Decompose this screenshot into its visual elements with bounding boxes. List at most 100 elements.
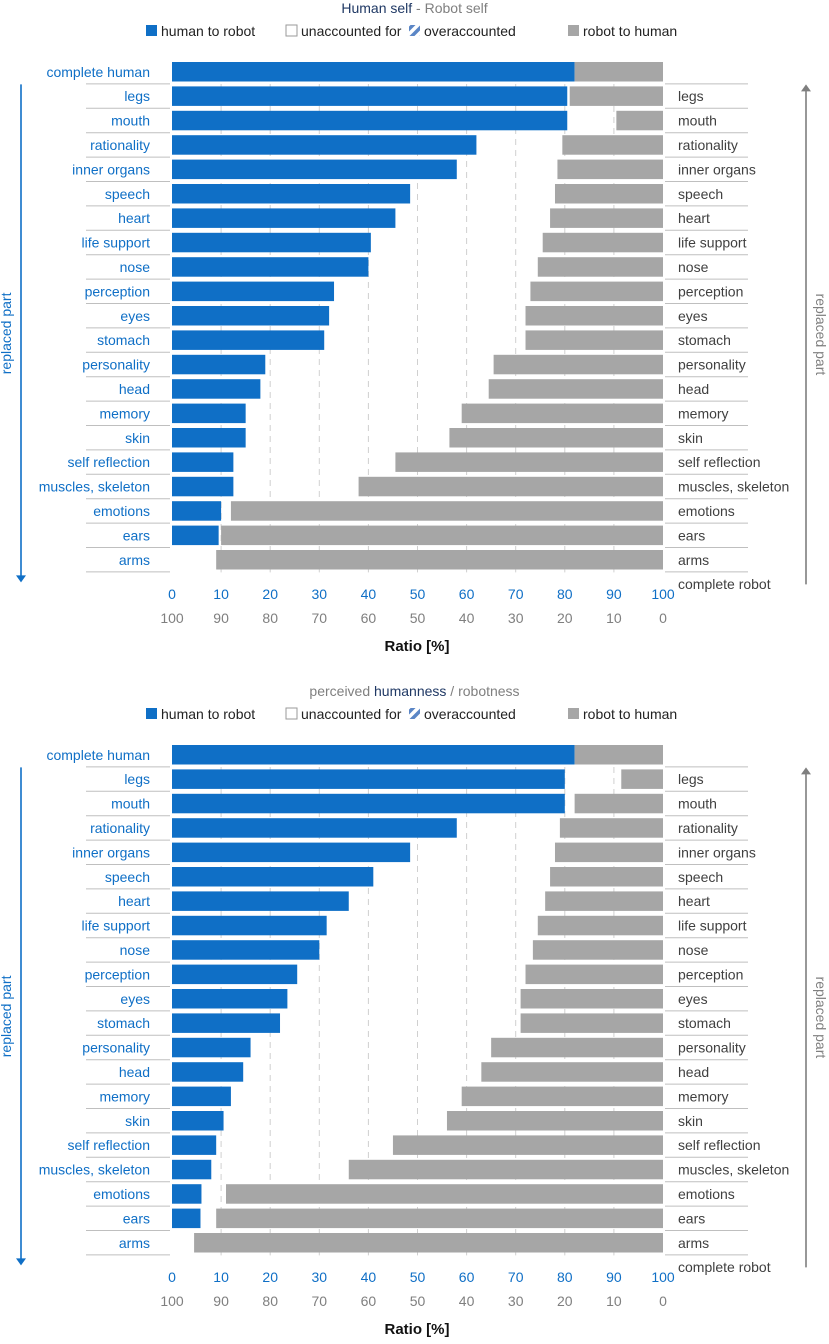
right-label: speech xyxy=(678,186,723,202)
x-tick-robot: 60 xyxy=(361,610,377,626)
bar-row xyxy=(172,452,663,472)
title-part: robotness xyxy=(458,683,519,699)
bar-row xyxy=(172,964,663,985)
bar-human xyxy=(172,1184,202,1204)
legend-label-robot: robot to human xyxy=(583,23,677,39)
x-axis-title: Ratio [%] xyxy=(385,638,450,655)
bar-row xyxy=(172,1184,663,1204)
x-tick-human: 0 xyxy=(168,1269,176,1285)
bar-robot xyxy=(542,232,663,253)
x-tick-robot: 10 xyxy=(606,1293,622,1309)
right-label: heart xyxy=(678,893,710,909)
x-tick-robot: 50 xyxy=(410,610,426,626)
bar-human xyxy=(172,1037,251,1058)
bar-robot xyxy=(216,1208,663,1229)
bar-human xyxy=(172,915,327,936)
bar-robot xyxy=(461,403,663,424)
bar-row xyxy=(172,769,663,789)
left-label: eyes xyxy=(120,991,150,1007)
legend-label-human: human to robot xyxy=(161,23,255,39)
bar-row xyxy=(172,793,663,814)
bar-robot xyxy=(574,793,663,814)
bar-robot xyxy=(545,891,663,911)
bar-human xyxy=(172,232,371,253)
bar-row xyxy=(172,1086,663,1107)
left-label: rationality xyxy=(90,137,150,153)
right-label: perception xyxy=(678,283,743,299)
bar-human xyxy=(172,1086,231,1107)
left-label: mouth xyxy=(111,796,150,812)
x-tick-robot: 80 xyxy=(262,610,278,626)
right-label: complete robot xyxy=(678,1259,771,1275)
x-tick-human: 50 xyxy=(410,1269,426,1285)
x-tick-robot: 100 xyxy=(160,1293,184,1309)
legend: human to robot unaccounted for overaccount… xyxy=(146,23,677,39)
right-axis-label: replaced part xyxy=(813,977,829,1059)
bar-robot xyxy=(616,110,663,131)
legend-swatch-unaccounted xyxy=(285,707,298,720)
legend-swatch-over xyxy=(409,708,420,719)
x-axis-title: Ratio [%] xyxy=(385,1321,450,1338)
left-label: heart xyxy=(118,210,150,226)
bar-human xyxy=(172,525,219,546)
chart-1: Human self - Robot self human to robot una… xyxy=(0,0,829,655)
left-label: stomach xyxy=(97,332,150,348)
bar-human xyxy=(172,184,411,204)
bar-human xyxy=(172,989,288,1009)
legend: human to robot unaccounted for overaccount… xyxy=(146,706,677,722)
title-part: Human self xyxy=(341,0,412,16)
right-arrow-head xyxy=(801,767,811,775)
bar-human xyxy=(172,1135,217,1155)
left-label: memory xyxy=(99,405,150,421)
bar-robot xyxy=(554,842,663,863)
bar-human xyxy=(172,135,477,155)
bar-row xyxy=(172,354,663,375)
right-label: muscles, skeleton xyxy=(678,479,789,495)
bar-human xyxy=(172,379,261,399)
bar-robot xyxy=(574,745,663,765)
bar-row xyxy=(172,1111,663,1131)
x-tick-robot: 60 xyxy=(361,1293,377,1309)
bar-human xyxy=(172,1111,224,1131)
left-arrow-head xyxy=(16,1258,26,1266)
right-axis-label: replaced part xyxy=(813,294,829,376)
left-label: emotions xyxy=(93,503,150,519)
right-label: head xyxy=(678,381,709,397)
bar-robot xyxy=(574,62,663,82)
left-arrow-head xyxy=(16,575,26,583)
left-label: self reflection xyxy=(68,1137,150,1153)
right-label: ears xyxy=(678,527,705,543)
bar-human xyxy=(172,1062,244,1082)
right-label: memory xyxy=(678,1088,729,1104)
legend-label-unaccounted: unaccounted for xyxy=(301,23,402,39)
right-label: skin xyxy=(678,1113,703,1129)
right-label: arms xyxy=(678,1235,709,1251)
bar-row xyxy=(194,1233,663,1253)
bar-robot xyxy=(488,379,663,399)
legend-swatch-unaccounted xyxy=(285,24,298,37)
x-tick-robot: 20 xyxy=(557,1293,573,1309)
right-label: inner organs xyxy=(678,844,756,860)
left-label: head xyxy=(119,381,150,397)
x-tick-human: 90 xyxy=(606,586,622,602)
x-tick-human: 70 xyxy=(508,1269,524,1285)
title-part: humanness xyxy=(374,683,446,699)
legend-swatch-human xyxy=(146,708,157,719)
bar-row xyxy=(172,745,663,765)
left-label: emotions xyxy=(93,1186,150,1202)
left-label: skin xyxy=(125,1113,150,1129)
bar-human xyxy=(172,428,246,448)
left-label: nose xyxy=(120,259,151,275)
right-label: life support xyxy=(678,918,747,934)
x-tick-robot: 10 xyxy=(606,610,622,626)
bar-human xyxy=(172,476,234,497)
right-label: perception xyxy=(678,966,743,982)
bar-row xyxy=(172,62,663,82)
bar-human xyxy=(172,1013,281,1033)
left-label: rationality xyxy=(90,820,150,836)
bar-row xyxy=(172,232,663,253)
bar-robot xyxy=(348,1159,663,1180)
bar-row xyxy=(172,1062,663,1082)
right-label: heart xyxy=(678,210,710,226)
x-tick-robot: 90 xyxy=(213,610,229,626)
